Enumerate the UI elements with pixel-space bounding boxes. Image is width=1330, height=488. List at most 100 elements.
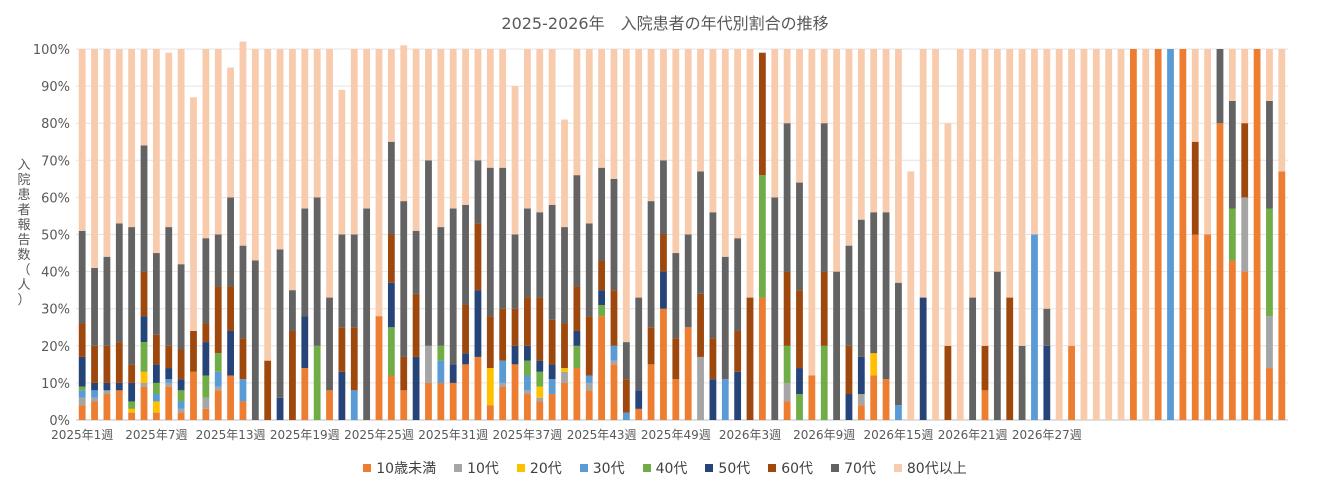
bar-segment <box>1266 49 1273 101</box>
bar-segment <box>152 394 160 402</box>
bar-segment <box>214 386 222 391</box>
bar-segment <box>128 364 136 383</box>
bar-segment <box>882 49 890 213</box>
bar-segment <box>1266 208 1273 317</box>
bar-segment <box>425 160 432 346</box>
y-axis-title-char: 告 <box>17 233 30 248</box>
bar-segment <box>1228 100 1236 209</box>
bar-segment <box>1191 141 1199 235</box>
bar-segment <box>758 297 766 420</box>
bar-segment <box>536 386 544 398</box>
bar-segment <box>672 253 680 339</box>
x-tick-label: 2026年9週 <box>793 428 855 442</box>
bar-segment <box>165 379 173 383</box>
bar-segment <box>338 327 346 372</box>
bar-segment <box>437 360 445 383</box>
bar-segment <box>486 368 494 406</box>
bar-segment <box>152 253 160 335</box>
bar-segment <box>783 123 791 272</box>
bar-segment <box>536 371 544 387</box>
y-axis-title-char: 院 <box>17 173 30 188</box>
bar-segment <box>895 282 902 406</box>
bar-segment <box>783 345 791 383</box>
legend-swatch <box>454 464 463 472</box>
bar-segment <box>672 338 680 380</box>
bar-segment <box>1216 123 1224 420</box>
bar-segment <box>919 297 927 420</box>
legend-item: 50代 <box>705 458 750 478</box>
bar-segment <box>598 316 606 420</box>
y-tick-label: 50% <box>41 229 70 244</box>
bar-segment <box>511 364 519 420</box>
bar-segment <box>672 379 680 420</box>
bar-segment <box>165 368 173 380</box>
bar-segment <box>91 397 98 402</box>
bar-segment <box>140 371 148 383</box>
bar-segment <box>1006 49 1014 298</box>
bar-segment <box>115 390 123 420</box>
bar-segment <box>1266 316 1273 369</box>
bar-segment <box>177 379 185 391</box>
bar-segment <box>165 386 173 420</box>
y-axis-title-char: 入 <box>17 158 30 173</box>
bar-segment <box>1241 123 1249 198</box>
bar-segment <box>882 212 890 380</box>
bar-segment <box>239 41 247 246</box>
bar-segment <box>128 412 136 420</box>
bar-segment <box>338 234 346 328</box>
bar-segment <box>956 49 964 420</box>
y-axis-title-char: 数 <box>17 248 30 263</box>
bar-segment <box>474 356 482 420</box>
bar-segment <box>833 271 840 420</box>
bar-segment <box>857 356 865 395</box>
bar-segment <box>301 368 309 420</box>
bar-segment <box>128 382 136 402</box>
bar-segment <box>1191 49 1199 142</box>
bar-segment <box>1228 49 1236 101</box>
bar-segment <box>610 360 618 365</box>
bar-segment <box>635 408 643 420</box>
bar-segment <box>647 201 655 328</box>
y-tick-label: 10% <box>41 377 70 392</box>
bar-segment <box>969 49 977 298</box>
bar-segment <box>338 89 346 235</box>
legend-item: 30代 <box>579 458 625 478</box>
bar-segment <box>932 49 939 420</box>
bar-segment <box>387 141 395 235</box>
bar-segment <box>214 234 222 287</box>
bar-segment <box>103 390 111 395</box>
bar-segment <box>721 256 729 380</box>
bar-segment <box>598 49 606 168</box>
bar-segment <box>78 49 86 231</box>
legend-label: 70代 <box>844 461 876 477</box>
y-tick-label: 80% <box>41 117 70 132</box>
legend-item: 20代 <box>516 458 562 478</box>
bar-segment <box>313 49 321 198</box>
bar-segment <box>1117 49 1125 420</box>
bar-segment <box>326 49 333 298</box>
bar-segment <box>128 401 136 409</box>
bar-segment <box>561 227 568 324</box>
legend-swatch <box>705 464 714 472</box>
bar-segment <box>746 297 754 420</box>
bar-segment <box>140 382 148 387</box>
bar-segment <box>152 382 160 395</box>
bar-segment <box>400 201 408 357</box>
bar-segment <box>734 238 742 331</box>
bar-segment <box>190 371 197 420</box>
bar-segment <box>387 282 395 328</box>
bar-segment <box>585 49 593 224</box>
bar-segment <box>115 49 123 224</box>
legend-item: 80代以上 <box>893 458 967 478</box>
bar-segment <box>820 49 828 124</box>
bar-segment <box>610 290 618 346</box>
bar-segment <box>1241 49 1249 124</box>
bar-segment <box>140 316 148 343</box>
bar-segment <box>1043 308 1051 346</box>
bar-segment <box>808 49 816 376</box>
bar-segment <box>1130 49 1137 420</box>
bar-segment <box>115 342 123 383</box>
bar-segment <box>91 390 98 398</box>
bar-segment <box>499 360 507 383</box>
x-tick-label: 2025年13週 <box>196 428 266 442</box>
